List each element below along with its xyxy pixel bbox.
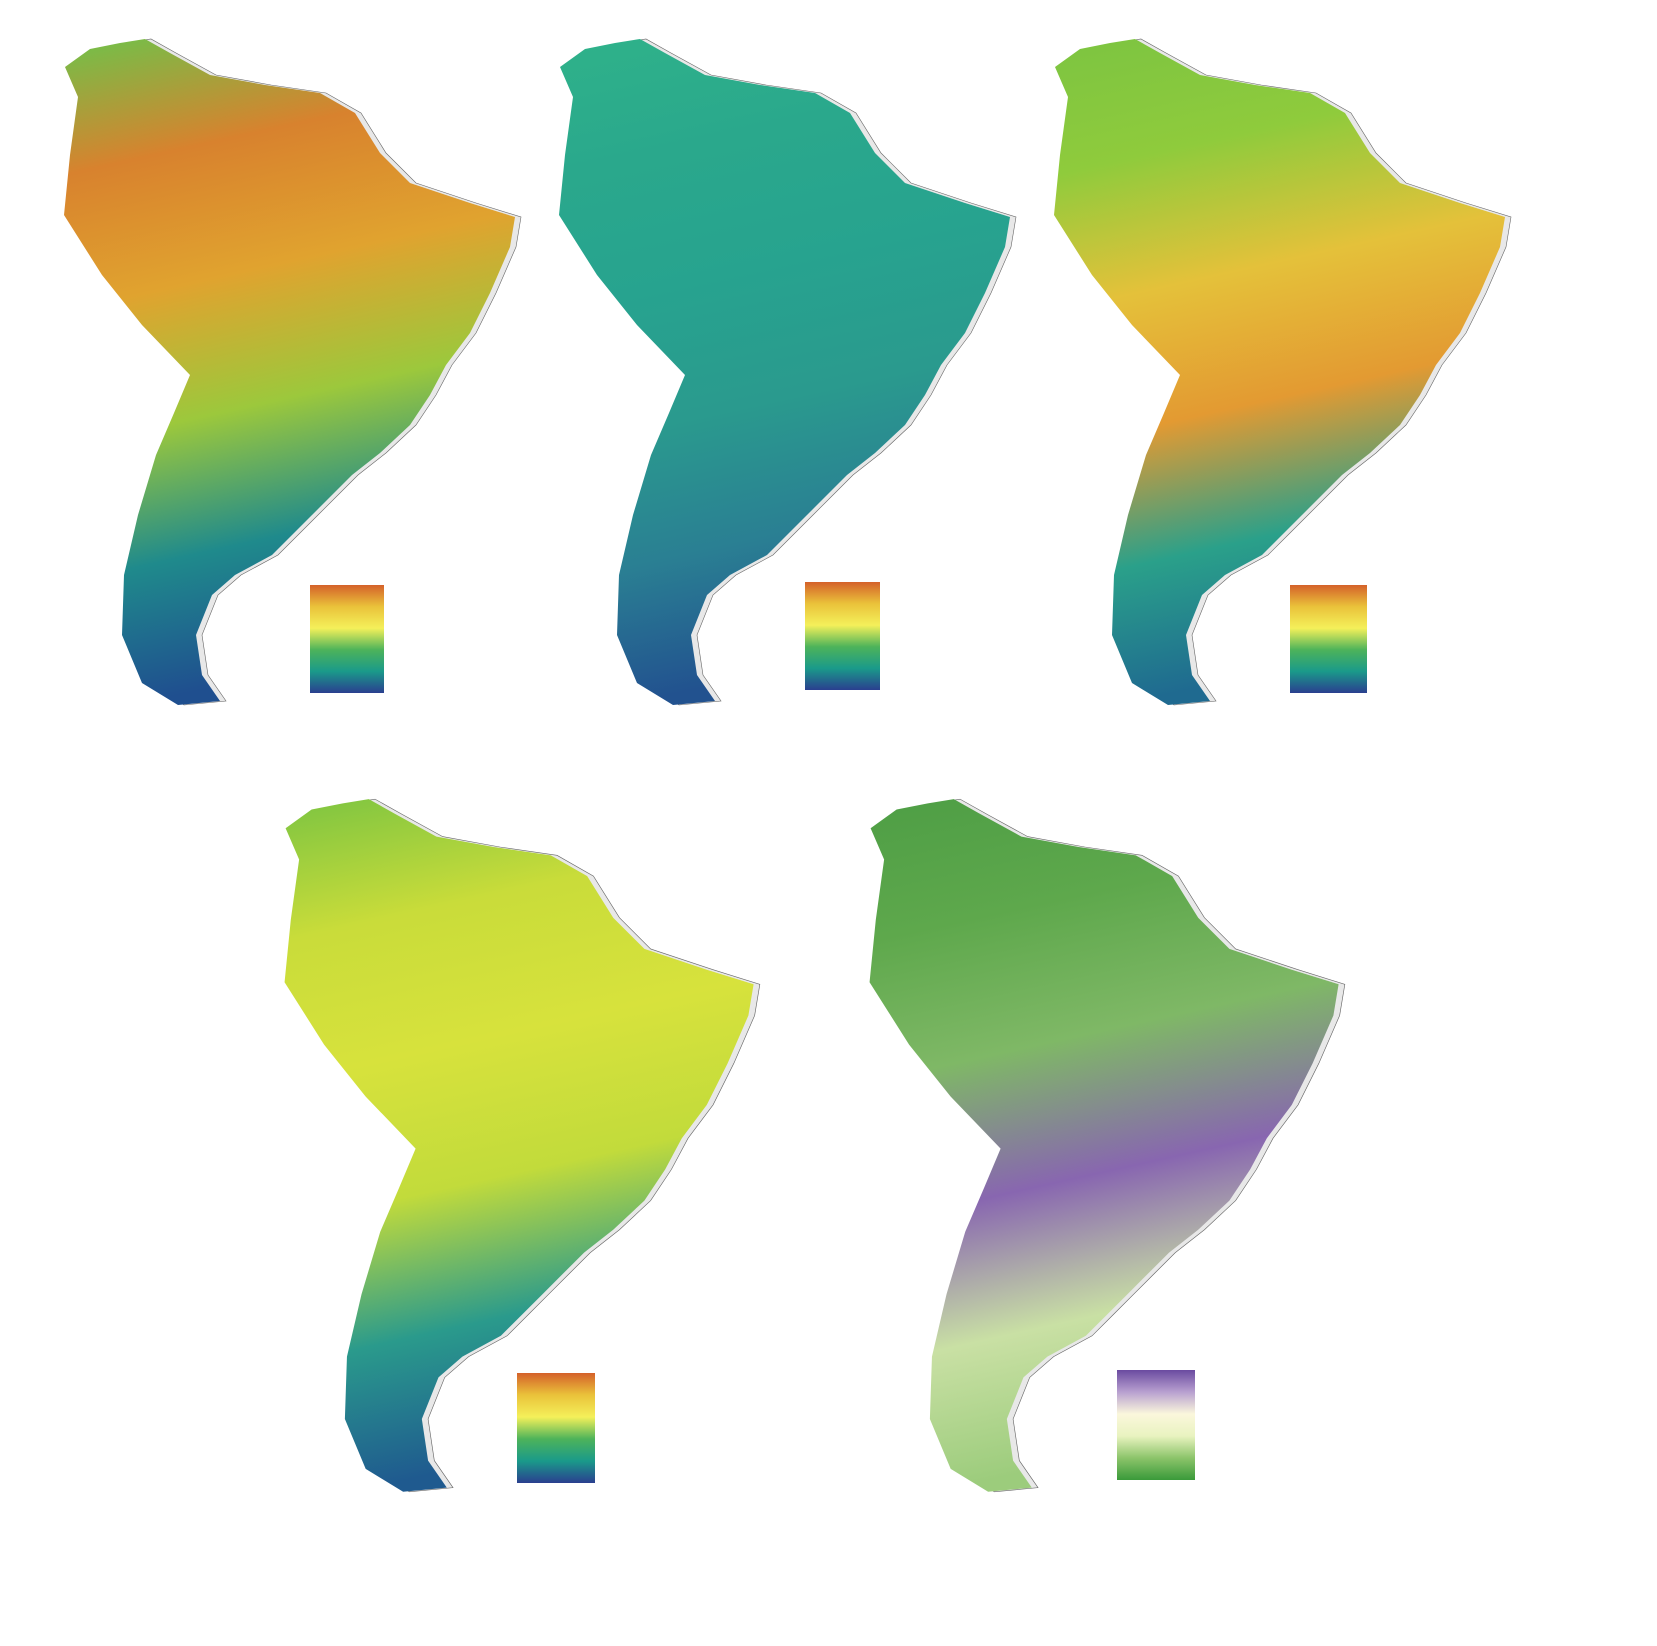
legend-colorbar	[1117, 1370, 1195, 1480]
map-panel	[869, 798, 1346, 1493]
legend-colorbar	[310, 585, 384, 693]
legend-colorbar	[805, 582, 880, 690]
map-panel	[559, 38, 1017, 706]
legend-colorbar	[517, 1373, 595, 1483]
map-panel	[64, 38, 522, 706]
legend-colorbar	[1290, 585, 1367, 693]
map-panel	[1054, 38, 1512, 706]
